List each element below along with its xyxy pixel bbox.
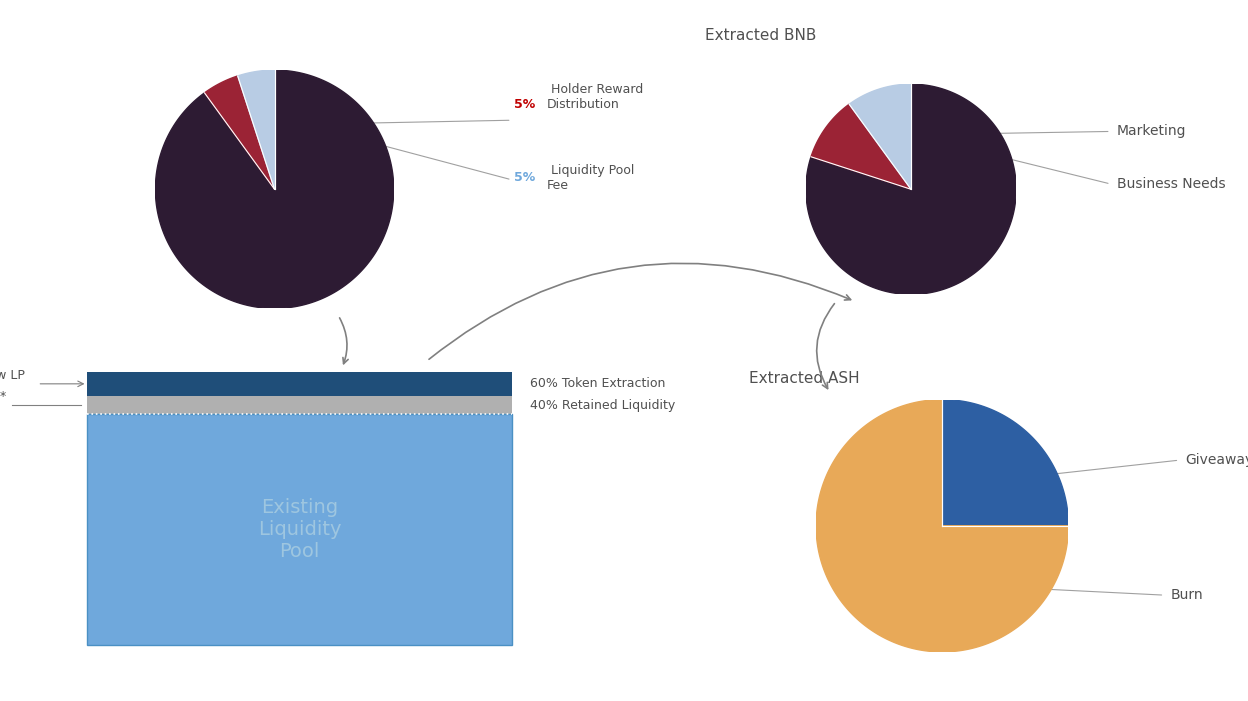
Text: Existing
Liquidity
Pool: Existing Liquidity Pool [258,498,341,561]
Text: Business Needs: Business Needs [1117,177,1226,191]
Polygon shape [811,104,911,189]
Polygon shape [849,84,911,189]
Text: Marketing: Marketing [1117,125,1187,138]
Text: Extracted ASH: Extracted ASH [749,371,860,386]
Text: Holder Reward
Distribution: Holder Reward Distribution [547,83,643,111]
Text: Burn: Burn [1171,588,1203,602]
Polygon shape [156,70,393,308]
Bar [87,414,512,645]
Polygon shape [237,70,275,189]
Text: 60% Token Extraction: 60% Token Extraction [530,377,665,390]
Text: This Cycle*: This Cycle* [0,390,6,403]
Text: 40% Retained Liquidity: 40% Retained Liquidity [530,399,675,411]
Text: Liquidity Pool
Fee: Liquidity Pool Fee [547,164,634,191]
Text: Giveaways: Giveaways [1186,453,1248,467]
Text: New LP: New LP [0,369,25,382]
Text: Extracted BNB: Extracted BNB [705,27,816,43]
Bar [87,396,512,414]
Text: 5%: 5% [514,171,535,184]
Polygon shape [942,400,1068,526]
Text: 5%: 5% [514,98,535,111]
Polygon shape [806,84,1016,294]
Bar [87,372,512,396]
Polygon shape [816,400,1068,652]
Polygon shape [205,76,275,189]
